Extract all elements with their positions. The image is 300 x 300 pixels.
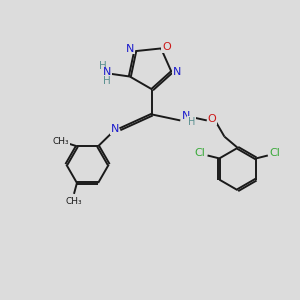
Text: H: H — [188, 117, 195, 127]
Text: H: H — [100, 61, 107, 71]
Text: N: N — [110, 124, 119, 134]
Text: O: O — [162, 42, 171, 52]
Text: H: H — [103, 76, 111, 86]
Text: Cl: Cl — [270, 148, 280, 158]
Text: Cl: Cl — [195, 148, 206, 158]
Text: N: N — [103, 67, 111, 77]
Text: N: N — [182, 111, 190, 121]
Text: CH₃: CH₃ — [66, 197, 82, 206]
Text: O: O — [207, 114, 216, 124]
Text: N: N — [173, 67, 181, 77]
Text: CH₃: CH₃ — [52, 137, 69, 146]
Text: N: N — [126, 44, 134, 54]
